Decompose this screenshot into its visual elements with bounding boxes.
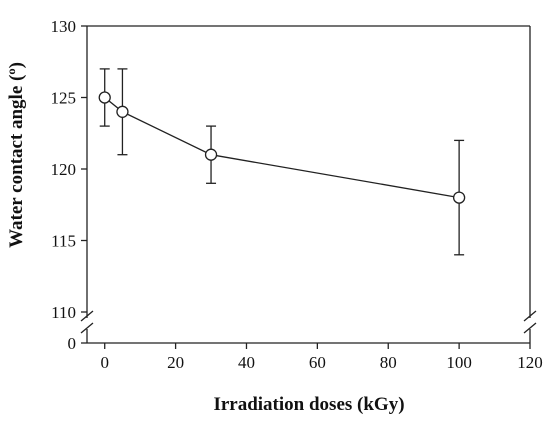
data-point bbox=[452, 191, 466, 204]
y-tick-label: 120 bbox=[51, 160, 77, 179]
y-axis-break-mark bbox=[80, 322, 94, 334]
y-axis-label: Water contact angle (º) bbox=[6, 62, 27, 248]
y-tick-label: 125 bbox=[51, 89, 77, 108]
x-tick-label: 100 bbox=[446, 353, 472, 372]
right-border-break-mark bbox=[523, 322, 537, 334]
x-tick-label: 80 bbox=[380, 353, 397, 372]
data-point bbox=[204, 148, 218, 161]
y-tick-label-zero: 0 bbox=[68, 334, 77, 353]
plot-frame bbox=[80, 25, 537, 344]
y-tick-label: 115 bbox=[51, 232, 76, 251]
x-tick-label: 20 bbox=[167, 353, 184, 372]
data-point bbox=[98, 91, 111, 104]
axis-ticks: 0 20 40 60 80 100 120 110 115 120 125 130 0 bbox=[51, 17, 543, 372]
x-tick-label: 60 bbox=[309, 353, 326, 372]
y-tick-label: 130 bbox=[51, 17, 77, 36]
x-tick-label: 120 bbox=[517, 353, 543, 372]
right-border-break-mark bbox=[523, 310, 537, 322]
data-series bbox=[98, 68, 466, 256]
x-tick-label: 40 bbox=[238, 353, 255, 372]
data-point bbox=[116, 105, 129, 118]
x-axis-label: Irradiation doses (kGy) bbox=[213, 394, 404, 415]
y-axis-break-mark bbox=[80, 310, 94, 322]
series-line bbox=[104, 96, 460, 199]
y-tick-label: 110 bbox=[51, 303, 76, 322]
x-tick-label: 0 bbox=[100, 353, 109, 372]
